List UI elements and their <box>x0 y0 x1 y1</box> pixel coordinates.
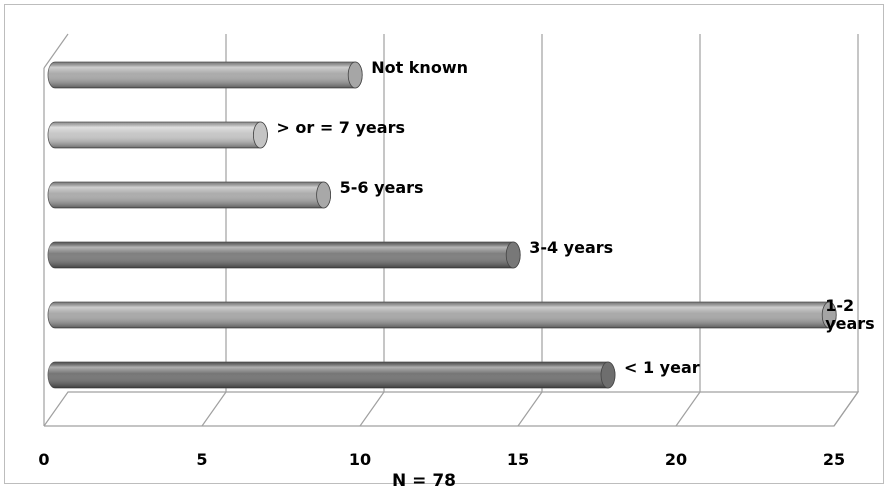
gridline-floor <box>359 391 385 427</box>
sample-size-note: N = 78 <box>392 471 456 491</box>
bar-label: 3-4 years <box>529 238 613 257</box>
bar-end-cap <box>316 181 332 209</box>
x-tick-label: 0 <box>38 450 49 469</box>
bars: < 1 year 1-2 years 3-4 years 5-6 years > or =… <box>47 58 875 389</box>
x-tick-label: 20 <box>665 450 687 469</box>
gridline-floor <box>517 391 543 427</box>
x-axis-ticks: 0 5 10 15 20 25 <box>38 450 845 469</box>
bar-shading <box>48 362 615 388</box>
bar-end-cap <box>821 301 837 329</box>
bar-shading <box>48 62 363 88</box>
gridline-floor <box>833 391 859 427</box>
bar-end-cap <box>600 361 616 389</box>
bar-end-cap <box>252 121 268 149</box>
bar-label: < 1 year <box>624 358 700 377</box>
bar-label: > or = 7 years <box>276 118 405 137</box>
bar-shading <box>48 122 268 148</box>
bar-label: Not known <box>371 58 468 77</box>
bar <box>47 181 332 209</box>
x-tick-label: 5 <box>196 450 207 469</box>
bar-end-cap <box>347 61 363 89</box>
x-tick-label: 15 <box>507 450 529 469</box>
bar-shading <box>48 182 331 208</box>
bar <box>47 61 363 89</box>
bar-label: 1-2 years <box>825 296 875 333</box>
x-tick-label: 10 <box>349 450 371 469</box>
chart-frame <box>4 4 884 484</box>
bar-label: 5-6 years <box>340 178 424 197</box>
bar <box>47 121 268 149</box>
gridline-floor <box>675 391 701 427</box>
bar <box>47 241 521 269</box>
bar-shading <box>48 302 837 328</box>
gridlines <box>201 34 859 427</box>
bar <box>47 361 616 389</box>
x-tick-label: 25 <box>823 450 845 469</box>
bar-shading <box>48 242 521 268</box>
gridline-floor <box>201 391 227 427</box>
bar-end-cap <box>505 241 521 269</box>
bar <box>47 301 837 329</box>
